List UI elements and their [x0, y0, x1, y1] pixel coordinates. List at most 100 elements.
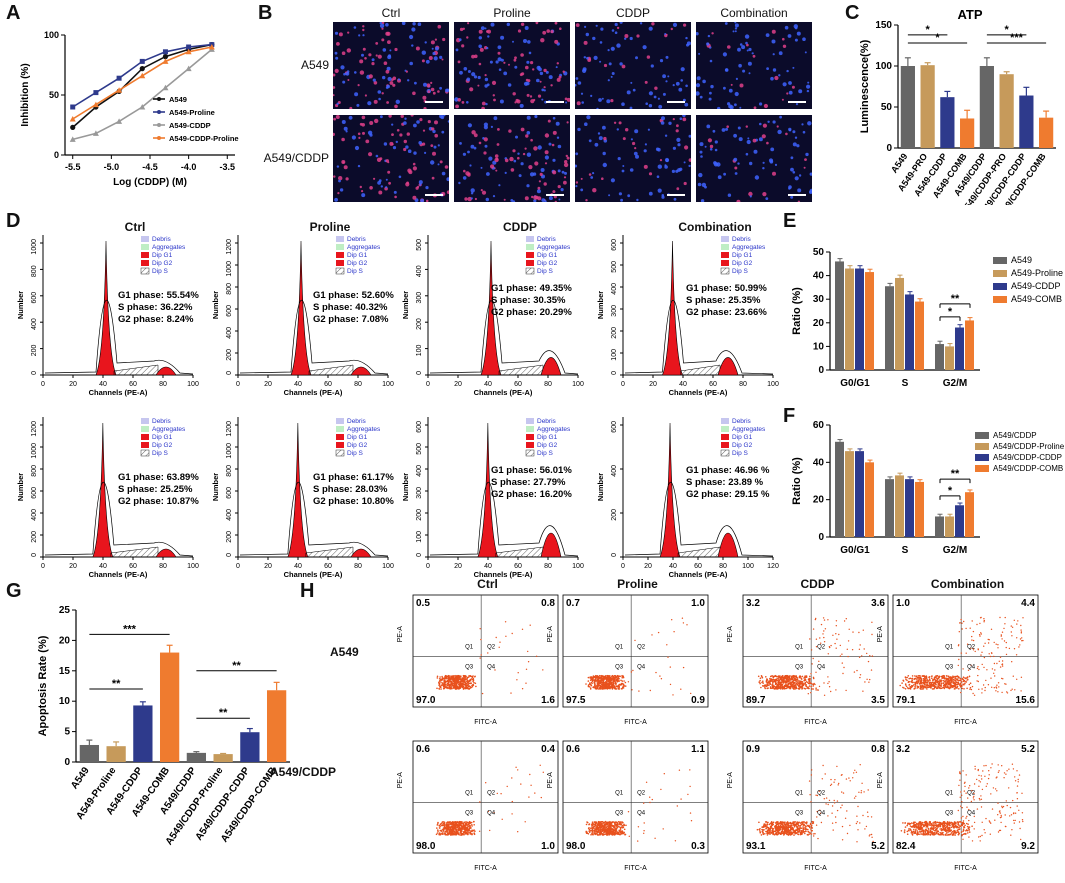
event-dot [1014, 648, 1015, 649]
event-dot [914, 675, 916, 677]
cell-dot [558, 185, 561, 188]
event-dot [764, 686, 766, 688]
cell-dot [487, 35, 489, 37]
cell-dot [734, 103, 737, 106]
event-dot [440, 688, 442, 690]
cell-dot [595, 143, 599, 147]
event-dot [970, 687, 972, 689]
event-dot [961, 681, 963, 683]
event-dot [462, 686, 464, 688]
event-dot [448, 832, 450, 834]
cell-dot [419, 118, 422, 121]
cell-dot [676, 124, 679, 127]
event-dot [797, 679, 799, 681]
legend-entry: A549 [169, 95, 187, 104]
cell-dot [774, 76, 778, 80]
event-dot [785, 675, 787, 677]
event-dot [805, 679, 807, 681]
event-dot [980, 654, 981, 655]
cell-dot [424, 152, 426, 154]
cell-dot [482, 102, 486, 106]
event-dot [913, 684, 915, 686]
event-dot [463, 684, 465, 686]
y-axis-label: PE-A [877, 626, 884, 643]
cell-dot [807, 121, 811, 125]
cell-dot [527, 131, 531, 135]
x-tick-label: 0 [621, 381, 625, 388]
cell-dot [485, 145, 488, 148]
cell-dot [425, 41, 427, 43]
y-tick-label: 0 [818, 365, 824, 376]
legend-entry: Debris [347, 236, 367, 243]
event-dot [924, 680, 926, 682]
cell-dot [446, 177, 449, 181]
event-dot [813, 658, 814, 659]
cell-dot [481, 189, 483, 191]
event-dot [460, 821, 462, 823]
event-dot [818, 661, 819, 662]
event-dot [474, 830, 476, 832]
event-dot [961, 652, 962, 653]
cell-dot [486, 47, 488, 49]
cell-dot [404, 118, 406, 120]
cell-dot [485, 103, 487, 105]
cell-dot [374, 100, 378, 104]
legend-swatch [141, 450, 149, 456]
event-dot [977, 668, 978, 669]
cell-dot [361, 190, 363, 192]
cell-dot [779, 116, 782, 119]
event-dot [923, 678, 925, 680]
micrograph [454, 115, 570, 202]
quad-label: Q2 [967, 645, 976, 651]
event-dot [465, 826, 467, 828]
event-dot [957, 681, 959, 683]
event-dot [454, 832, 456, 834]
legend-entry: A549/CDDP-CDDP [993, 453, 1062, 462]
event-dot [458, 821, 460, 823]
plot-frame [563, 595, 708, 707]
x-axis-label: Log (CDDP) (M) [113, 177, 187, 188]
cell-dot [727, 45, 731, 49]
cell-dot [710, 85, 713, 88]
cell-dot [748, 62, 752, 66]
cell-dot [459, 142, 462, 145]
cell-dot [516, 99, 519, 102]
event-dot [462, 682, 464, 684]
cell-dot [640, 22, 642, 24]
event-dot [667, 657, 668, 658]
event-dot [456, 834, 458, 836]
event-dot [628, 681, 629, 682]
event-dot [602, 679, 604, 681]
y-tick-label: 400 [31, 318, 38, 330]
legend-swatch [526, 260, 534, 266]
event-dot [795, 688, 797, 690]
legend-swatch [975, 443, 989, 450]
cell-dot [403, 148, 406, 151]
event-dot [938, 677, 940, 679]
s-phase-area [499, 365, 543, 375]
event-dot [615, 688, 617, 690]
cell-dot [423, 130, 425, 132]
cell-dot [773, 68, 776, 71]
y-tick-label: 200 [611, 327, 618, 339]
cell-dot [342, 81, 345, 84]
cell-dot [381, 185, 383, 187]
cell-dot [627, 194, 630, 197]
cell-dot [386, 70, 390, 74]
scatter-row-label: A549/CDDP [270, 765, 336, 779]
cell-dot [706, 42, 709, 45]
event-dot [954, 688, 956, 690]
phase-text: S phase: 25.25% [118, 484, 193, 495]
event-dot [611, 826, 613, 828]
event-dot [798, 687, 800, 689]
event-dot [624, 829, 626, 831]
event-dot [950, 677, 952, 679]
cell-dot [435, 39, 437, 41]
cell-dot [372, 58, 375, 61]
event-dot [977, 666, 978, 667]
y-tick-label: 1000 [226, 261, 233, 277]
event-dot [946, 679, 948, 681]
cell-dot [705, 146, 707, 148]
cell-dot [514, 66, 517, 69]
